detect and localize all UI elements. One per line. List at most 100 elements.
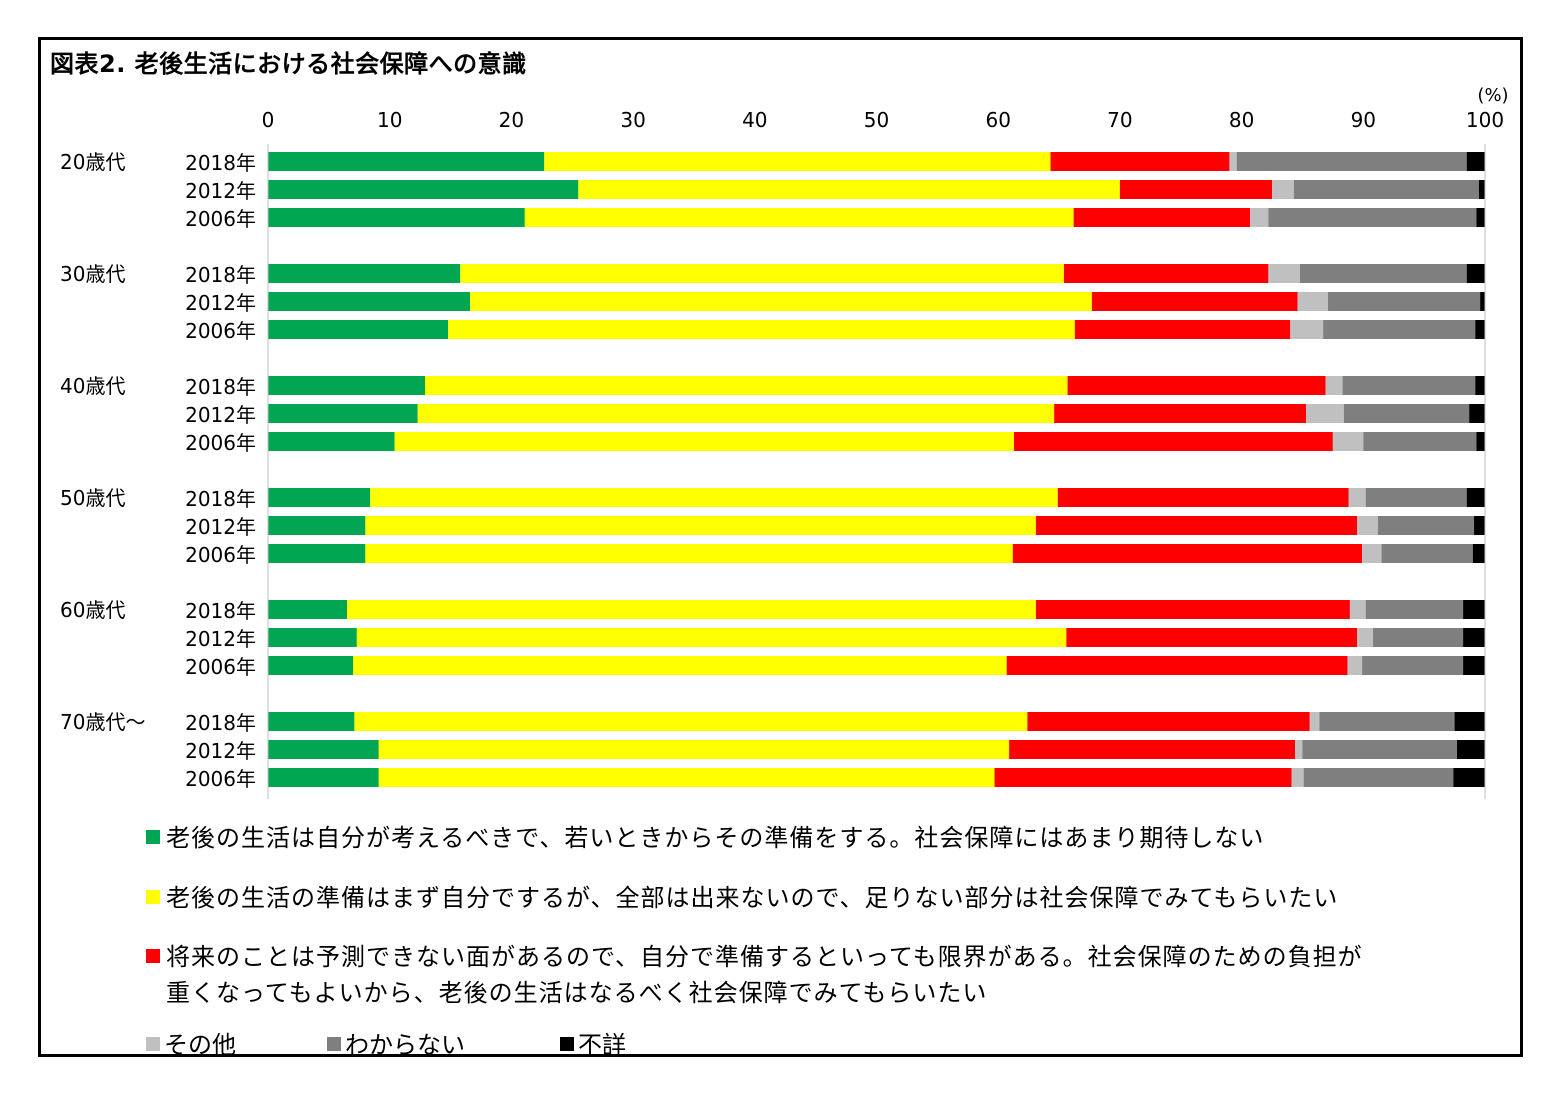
legend-item-3: 将来のことは予測できない面があるので、自分で準備するといっても限界がある。社会保… <box>146 939 1363 1011</box>
row-label: 2006年 <box>185 655 256 679</box>
row-label: 2012年 <box>185 179 256 203</box>
bar-segment <box>347 600 1036 619</box>
legend-label-3: 将来のことは予測できない面があるので、自分で準備するといっても限界がある。社会保… <box>166 943 1363 1007</box>
bar-segment <box>1475 320 1485 339</box>
chart-frame <box>38 37 1523 1057</box>
legend-label-4: その他 <box>164 1031 236 1059</box>
bar-segment <box>268 376 425 395</box>
row-label: 2006年 <box>185 543 256 567</box>
x-tick-label: 90 <box>1351 108 1376 132</box>
bar-segment <box>994 768 1292 787</box>
bar-segment <box>1463 656 1485 675</box>
bar-segment <box>268 432 395 451</box>
bar-segment <box>268 656 354 675</box>
bar-segment <box>448 320 1075 339</box>
x-tick-label: 30 <box>620 108 645 132</box>
group-label: 30歳代 <box>60 262 125 286</box>
bar-segment <box>268 712 355 731</box>
bar-segment <box>1476 208 1485 227</box>
bar-segment <box>470 292 1092 311</box>
bar-segment <box>1063 264 1269 283</box>
group-label: 40歳代 <box>60 374 125 398</box>
bar-segment <box>1050 152 1230 171</box>
bar-segment <box>1357 516 1378 535</box>
bar-segment <box>1342 376 1476 395</box>
bar-segment <box>354 712 1028 731</box>
bar-segment <box>353 656 1007 675</box>
bar-segment <box>1328 292 1481 311</box>
row-label: 2018年 <box>185 151 256 175</box>
bar-segment <box>1466 152 1485 171</box>
bar-segment <box>1268 208 1477 227</box>
bar-segment <box>1035 600 1350 619</box>
bar-segment <box>1475 376 1485 395</box>
legend-swatch-1 <box>146 830 160 844</box>
row-label: 2012年 <box>185 403 256 427</box>
bar-segment <box>1229 152 1237 171</box>
legend-swatch-4 <box>146 1037 160 1051</box>
bar-segment <box>1480 292 1485 311</box>
bar-segment <box>1323 320 1476 339</box>
bar-segment <box>544 152 1051 171</box>
x-tick-label: 10 <box>377 108 402 132</box>
bar-segment <box>1073 208 1251 227</box>
bar-segment <box>1009 740 1296 759</box>
row-label: 2018年 <box>185 487 256 511</box>
bar-segment <box>1453 768 1485 787</box>
bar-segment <box>1373 628 1464 647</box>
bar-segment <box>1365 488 1467 507</box>
bar-segment <box>1357 628 1374 647</box>
row-label: 2006年 <box>185 319 256 343</box>
legend-item-5: わからない <box>327 1025 465 1060</box>
bar-segment <box>578 180 1120 199</box>
bar-segment <box>378 740 1010 759</box>
x-tick-label: 0 <box>262 108 275 132</box>
bar-segment <box>1057 488 1349 507</box>
group-label: 20歳代 <box>60 150 125 174</box>
row-label: 2012年 <box>185 739 256 763</box>
bar-segment <box>268 544 366 563</box>
legend-swatch-2 <box>146 890 160 904</box>
bar-segment <box>1377 516 1475 535</box>
legend-swatch-3 <box>146 949 160 963</box>
bar-segment <box>268 628 357 647</box>
bar-segment <box>1303 768 1454 787</box>
bar-segment <box>1478 180 1485 199</box>
row-label: 2012年 <box>185 515 256 539</box>
legend-label-5: わからない <box>345 1031 465 1059</box>
bar-segment <box>268 208 525 227</box>
bar-segment <box>1066 628 1358 647</box>
x-tick-label: 80 <box>1229 108 1254 132</box>
bar-segment <box>1319 712 1455 731</box>
bar-segment <box>1469 404 1485 423</box>
legend-swatch-6 <box>560 1037 574 1051</box>
bar-segment <box>417 404 1055 423</box>
bar-segment <box>1302 740 1458 759</box>
bar-segment <box>1362 544 1382 563</box>
x-tick-label: 60 <box>985 108 1010 132</box>
bar-segment <box>1347 656 1363 675</box>
x-tick-label: 50 <box>864 108 889 132</box>
legend-label-6: 不詳 <box>578 1031 626 1059</box>
legend-label-1: 老後の生活は自分が考えるべきで、若いときからその準備をする。社会保障にはあまり期… <box>166 824 1265 852</box>
bar-segment <box>1074 320 1291 339</box>
bar-segment <box>1006 656 1348 675</box>
row-label: 2018年 <box>185 599 256 623</box>
bar-segment <box>1091 292 1298 311</box>
bar-segment <box>1119 180 1273 199</box>
bar-segment <box>356 628 1067 647</box>
legend-label-2: 老後の生活の準備はまず自分でするが、全部は出来ないので、足りない部分は社会保障で… <box>166 884 1339 912</box>
bar-segment <box>1381 544 1473 563</box>
x-tick-label: 100 <box>1466 108 1504 132</box>
bar-segment <box>1306 404 1344 423</box>
bar-segment <box>268 404 418 423</box>
chart-title: 図表2. 老後生活における社会保障への意識 <box>50 50 527 78</box>
row-label: 2012年 <box>185 627 256 651</box>
bar-segment <box>1474 516 1485 535</box>
legend-item-4: その他 <box>146 1025 236 1060</box>
bar-segment <box>1250 208 1269 227</box>
bar-segment <box>1297 292 1329 311</box>
bar-segment <box>268 740 379 759</box>
bar-segment <box>1363 432 1477 451</box>
legend-item-1: 老後の生活は自分が考えるべきで、若いときからその準備をする。社会保障にはあまり期… <box>146 820 1264 856</box>
